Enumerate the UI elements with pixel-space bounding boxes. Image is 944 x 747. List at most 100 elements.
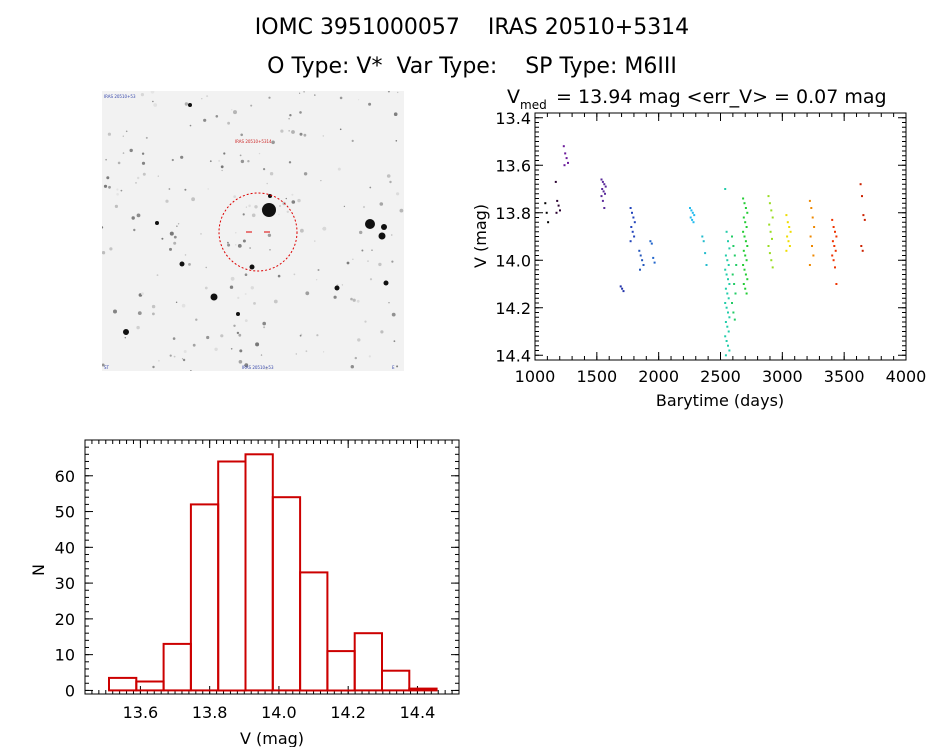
lc-data-point [742,249,745,252]
bright-star [249,264,255,270]
star [161,237,164,240]
lc-data-point [860,245,863,247]
star [235,232,237,234]
lc-data-point [771,266,774,269]
star [230,276,235,281]
lc-data-point [744,287,747,290]
hist-bar [189,503,220,692]
lc-data-point [785,249,788,252]
lc-data-point [809,235,812,238]
lc-y-tick-label: 13.4 [495,109,531,128]
star [262,321,266,326]
star [233,195,237,198]
lc-data-point [564,152,567,155]
sky-label-bottom-left: ST [104,365,110,370]
lc-data-point [727,344,729,347]
star [237,296,240,299]
star [169,247,172,251]
star [181,358,184,360]
star [399,208,404,213]
star [229,285,234,289]
star [233,110,237,115]
hist-axis-ticks: 13.6 13.8 14.0 14.2 14.4 0 10 20 30 40 50 60 [55,440,460,722]
hist-x-tick-label: 14.0 [261,703,297,722]
bright-star [155,221,159,225]
lc-data-point [689,207,691,209]
lc-data-point [650,242,653,245]
lc-data-point [724,254,727,257]
star [244,273,248,276]
star [236,331,240,335]
lc-x-tick-label: 1500 [576,367,617,386]
star [251,213,256,218]
star [122,135,124,137]
lc-data-point [631,230,634,233]
star [173,235,177,239]
lc-data-point [731,235,733,238]
lc-y-tick-label: 14.2 [495,299,531,318]
star-field [102,91,404,371]
lc-data-point [619,285,622,288]
star [356,299,360,303]
star [158,359,160,362]
lc-data-point [834,230,836,233]
star [145,136,148,139]
star [237,244,242,248]
lc-data-point [743,268,746,271]
star [184,254,187,256]
lc-data-point [691,211,694,214]
star [361,249,364,252]
lc-data-point [835,283,838,285]
star [124,337,126,339]
lc-data-point [768,223,771,226]
star [156,274,159,276]
lc-data-point [705,264,708,266]
star [295,353,297,355]
star [107,132,111,136]
star [176,225,178,227]
star [389,180,392,184]
star [247,160,250,163]
lc-data-point [554,180,557,183]
star [215,115,219,118]
lc-data-point [835,235,838,238]
lc-data-point [600,178,603,181]
star [396,365,399,368]
lc-data-point [621,287,624,290]
star [152,312,155,316]
hist-x-tick-label: 13.6 [123,703,159,722]
sky-label-top-left: IRAS 20510+53 [104,94,136,99]
hist-bar [299,571,329,692]
lc-data-point [744,207,747,209]
lc-data-point [770,259,773,262]
lc-data-point [811,216,814,219]
star [299,334,302,337]
lc-data-point [727,278,729,281]
star [136,325,140,330]
hist-bar [244,453,274,692]
star [289,114,292,117]
star [391,260,394,263]
star [122,152,125,154]
lc-data-point [604,192,606,195]
bright-star [188,103,192,107]
star [105,158,107,161]
star [258,152,261,155]
hist-x-tick-label: 14.4 [400,703,436,722]
star [351,139,354,142]
lc-y-axis-label: V (mag) [471,204,490,268]
star [169,231,174,236]
lc-data-point [728,247,731,250]
lc-data-point [544,202,547,205]
lc-data-point [863,218,866,221]
bright-star [123,329,129,335]
star [260,208,263,210]
star [341,284,344,286]
bright-star [383,280,389,286]
lc-data-point [731,302,733,304]
star [102,251,106,255]
bright-star [262,203,276,217]
star [273,299,278,304]
lc-axis-ticks: 1000 1500 2000 2500 3000 3500 4000 13.4 13.6 13.8… [495,109,926,386]
star [305,350,308,353]
